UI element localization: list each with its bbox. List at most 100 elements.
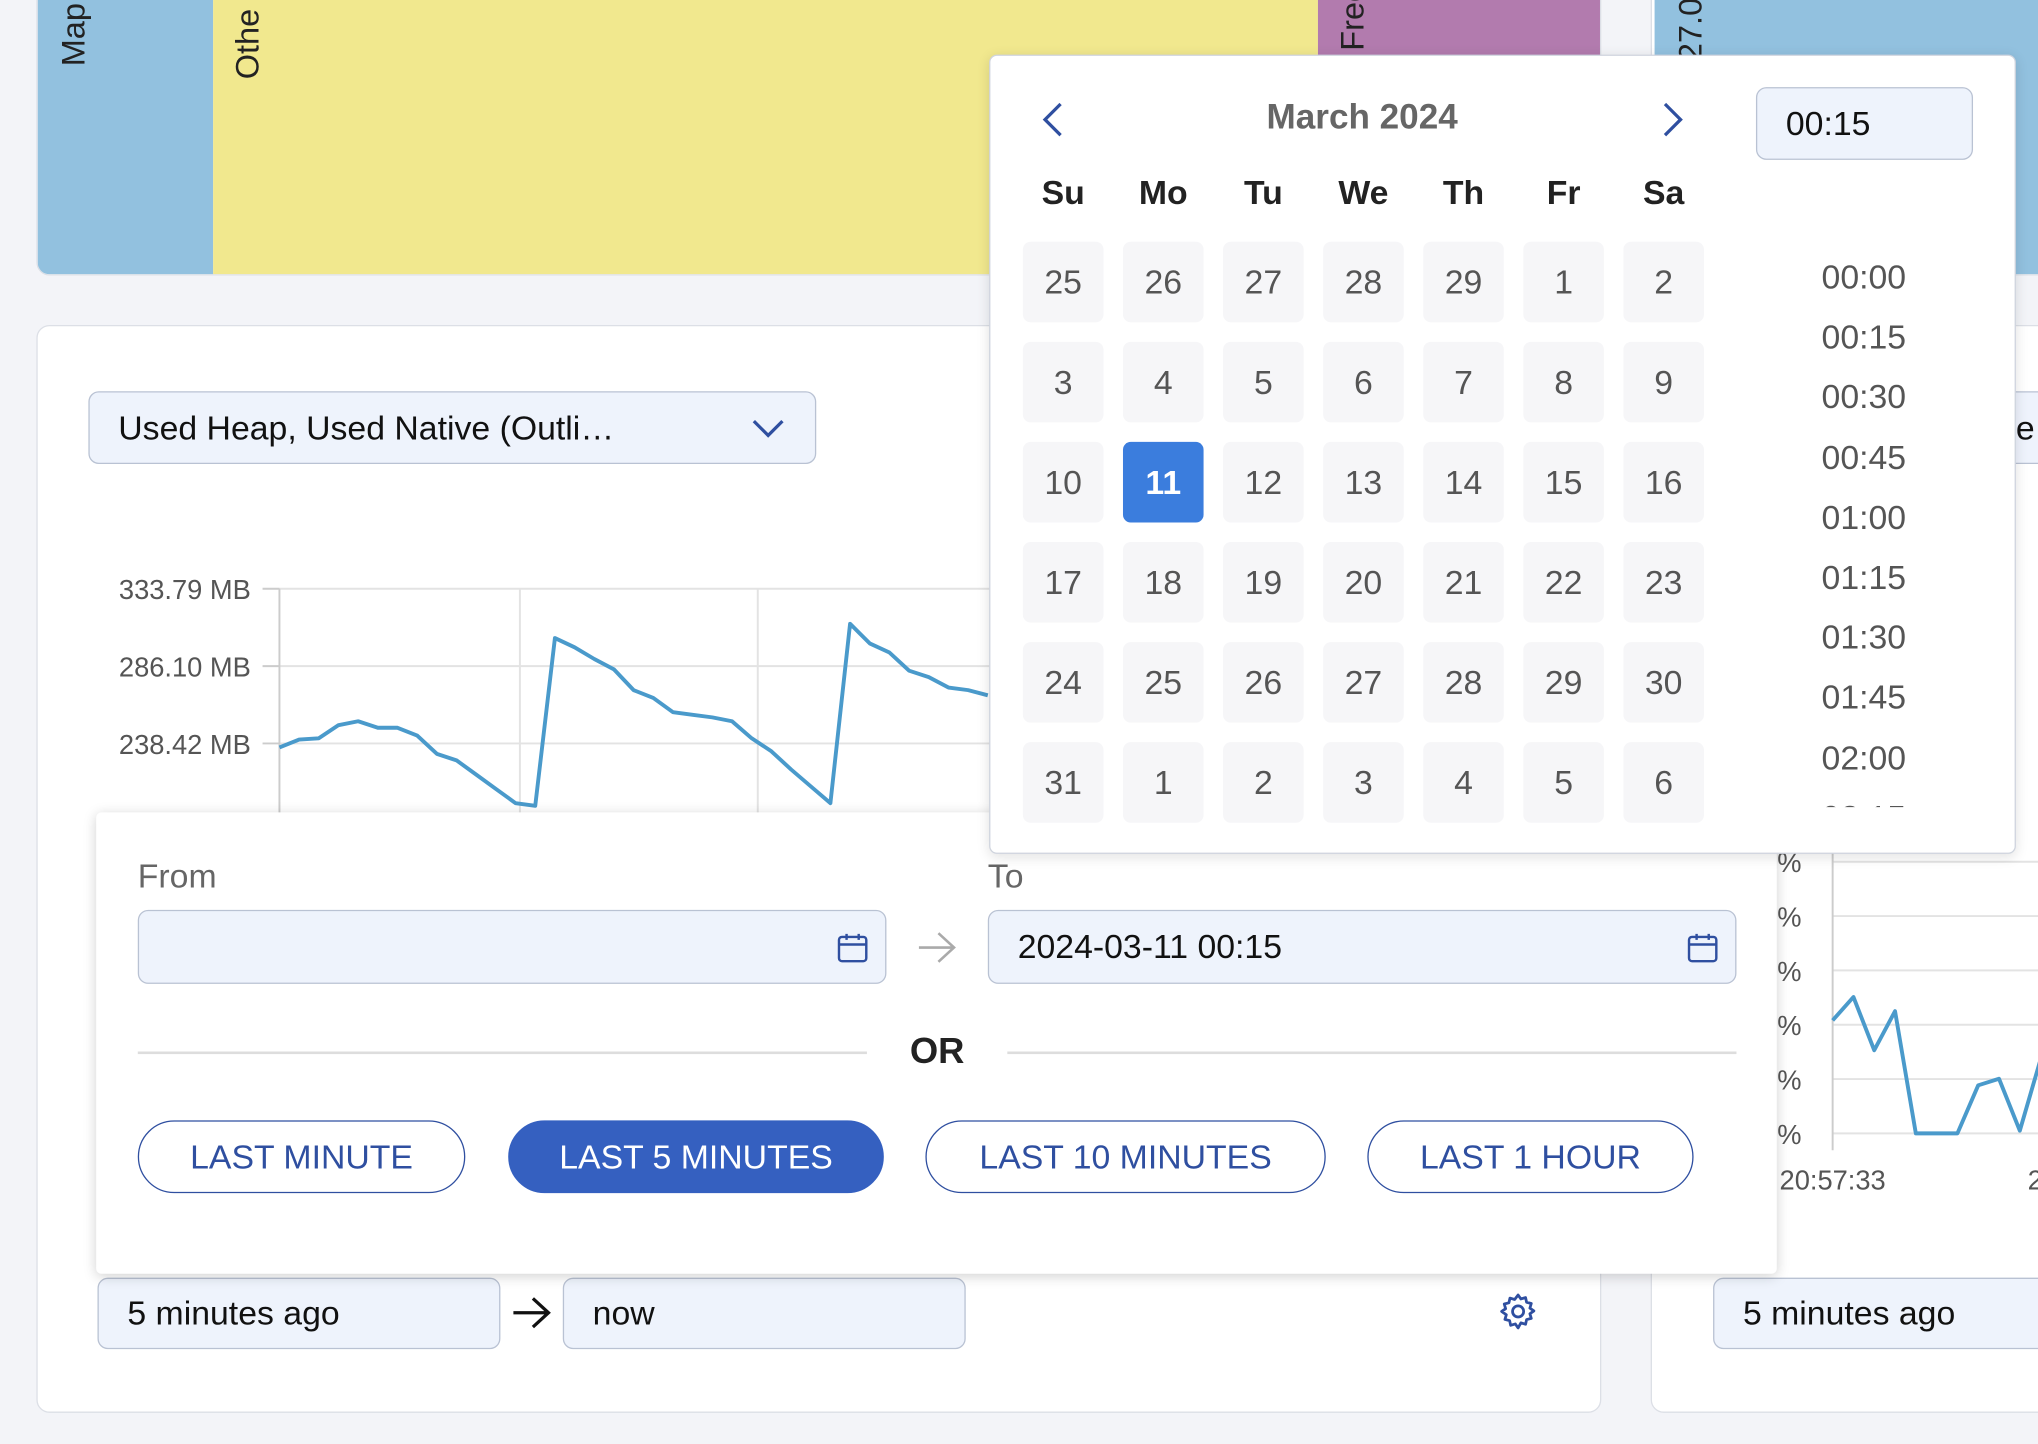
quick-range-button[interactable]: LAST 5 MINUTES [508,1120,884,1194]
time-option[interactable]: 02:00 [1821,737,1907,777]
day-cell[interactable]: 28 [1323,241,1404,323]
divider [137,1051,867,1055]
time-input[interactable]: 00:15 [1755,87,1974,160]
weekday-label: Fr [1546,172,1581,212]
x-tick-label: 20:57:33 [1780,1164,1886,1195]
month-title: March 2024 [1266,97,1458,137]
day-cell[interactable]: 5 [1223,341,1304,423]
day-cell[interactable]: 23 [1623,541,1704,623]
day-cell[interactable]: 6 [1623,742,1704,823]
arrow-icon [918,932,956,963]
percent-line [1831,995,2038,1136]
weekday-label: Su [1041,172,1085,212]
y-tick-label: % [1777,1064,1801,1095]
from-date-input[interactable] [137,909,887,984]
calendar-icon[interactable] [834,929,870,965]
day-cell[interactable]: 28 [1423,642,1504,723]
day-cell[interactable]: 3 [1323,742,1404,823]
day-cell[interactable]: 31 [1022,742,1104,823]
day-cell[interactable]: 24 [1022,642,1104,723]
time-option[interactable]: 01:15 [1821,557,1907,597]
input-text: now [592,1293,655,1333]
day-cell[interactable]: 26 [1122,241,1204,323]
day-cell[interactable]: 20 [1323,541,1404,623]
day-cell[interactable]: 17 [1022,541,1104,623]
day-cell[interactable]: 3 [1022,341,1104,423]
day-cell[interactable]: 1 [1523,241,1604,323]
from-input[interactable]: 5 minutes ago [97,1277,501,1350]
day-cell[interactable]: 29 [1523,642,1604,723]
day-cell[interactable]: 27 [1223,241,1304,323]
y-tick-label: 238.42 MB [119,729,251,760]
day-cell[interactable]: 6 [1323,341,1404,423]
weekday-label: Mo [1138,172,1188,212]
day-cell[interactable]: 26 [1223,642,1304,723]
day-cell[interactable]: 15 [1523,441,1604,523]
time-option[interactable]: 00:45 [1821,437,1907,477]
arrow-icon [513,1297,551,1329]
range-popup: From To 2024-03-11 00:15 OR LAST MINUTE L… [96,812,1777,1274]
y-tick-label: % [1777,901,1801,932]
prev-month[interactable] [1037,100,1068,139]
day-cell[interactable]: 11 [1122,441,1204,523]
time-option[interactable]: 00:15 [1821,317,1907,357]
day-cell[interactable]: 12 [1223,441,1304,523]
day-cell[interactable]: 27 [1323,642,1404,723]
day-cell[interactable]: 21 [1423,541,1504,623]
quick-range-button[interactable]: LAST 10 MINUTES [925,1120,1326,1194]
calendar-icon[interactable] [1684,929,1720,965]
dropdown-text: Used Heap, Used Native (Outli… [118,407,615,447]
or-label: OR [909,1030,965,1071]
day-cell[interactable]: 30 [1623,642,1704,723]
x-tick-label: 2 [2028,1164,2038,1195]
time-option[interactable]: 01:00 [1821,497,1907,537]
day-cell[interactable]: 18 [1122,541,1204,623]
day-cell[interactable]: 25 [1122,642,1204,723]
day-cell[interactable]: 1 [1122,742,1204,823]
settings-icon[interactable] [1497,1291,1539,1333]
y-tick-label: % [1777,1010,1801,1041]
y-tick-label: % [1777,956,1801,987]
date-picker: March 2024 00:15 00:00 00:15 00:30 00:45 01:… [989,54,2016,854]
time-list: 00:00 00:15 00:30 00:45 01:00 01:15 01:30 01:45… [990,248,2014,807]
to-input[interactable]: now [562,1277,966,1350]
dropdown-text: e [2015,407,2035,447]
to-date-input[interactable]: 2024-03-11 00:15 [987,909,1737,984]
day-cell[interactable]: 14 [1423,441,1504,523]
day-cell[interactable]: 10 [1022,441,1104,523]
weekday-label: Tu [1243,172,1283,212]
quick-range-button[interactable]: LAST 1 HOUR [1367,1120,1694,1194]
next-month[interactable] [1657,100,1688,139]
time-option[interactable]: 00:00 [1821,257,1907,297]
day-cell[interactable]: 2 [1223,742,1304,823]
weekday-label: We [1338,172,1389,212]
from-input[interactable]: 5 minutes ago [1713,1277,2038,1350]
time-option[interactable]: 01:30 [1821,617,1907,657]
y-tick-label: % [1777,1119,1801,1150]
time-option[interactable]: 00:30 [1821,377,1907,417]
day-cell[interactable]: 29 [1423,241,1504,323]
day-cell[interactable]: 4 [1423,742,1504,823]
day-cell[interactable]: 25 [1022,241,1104,323]
input-text: 5 minutes ago [127,1293,340,1333]
day-cell[interactable]: 7 [1423,341,1504,423]
day-cell[interactable]: 2 [1623,241,1704,323]
day-cell[interactable]: 13 [1323,441,1404,523]
day-cell[interactable]: 16 [1623,441,1704,523]
chevron-icon [752,419,784,438]
day-cell[interactable]: 19 [1223,541,1304,623]
heap-line [278,621,989,808]
quick-range-button[interactable]: LAST MINUTE [137,1120,466,1194]
time-option[interactable]: 01:45 [1821,677,1907,717]
metric-dropdown[interactable]: Used Heap, Used Native (Outli… [88,391,817,465]
day-cell[interactable]: 9 [1623,341,1704,423]
day-cell[interactable]: 8 [1523,341,1604,423]
treemap-cell[interactable] [37,0,214,275]
day-cell[interactable]: 22 [1523,541,1604,623]
day-cell[interactable]: 5 [1523,742,1604,823]
time-option[interactable]: 02:15 [1786,798,1942,807]
day-cell[interactable]: 4 [1122,341,1204,423]
y-tick-label: 333.79 MB [119,574,251,605]
